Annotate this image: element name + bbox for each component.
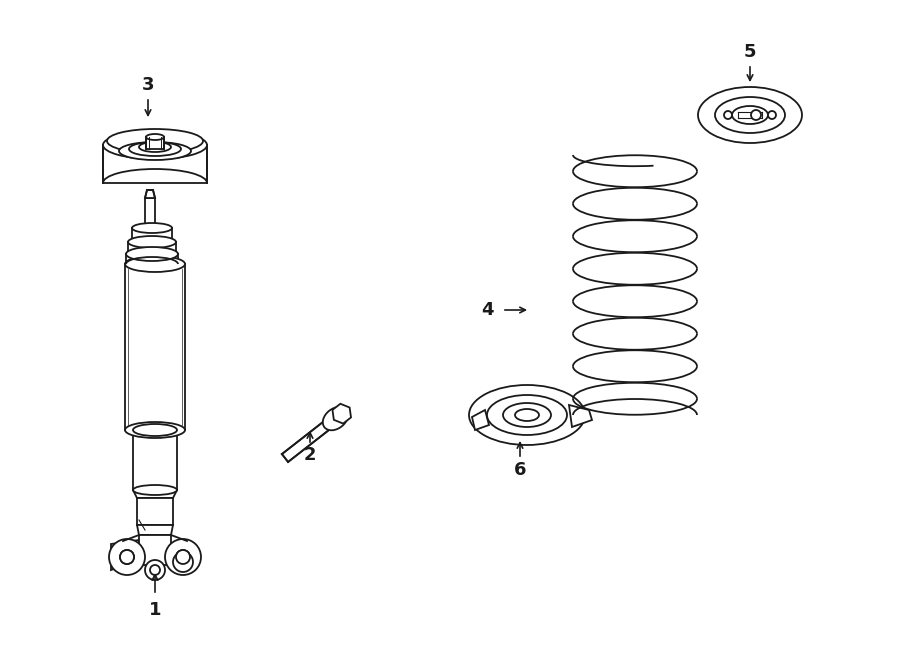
Ellipse shape <box>698 87 802 143</box>
Bar <box>128 242 176 254</box>
Bar <box>132 228 172 242</box>
Bar <box>139 535 171 565</box>
Circle shape <box>173 552 193 572</box>
Circle shape <box>109 539 145 575</box>
Circle shape <box>145 560 165 580</box>
Ellipse shape <box>469 385 585 445</box>
Ellipse shape <box>503 403 551 427</box>
Polygon shape <box>111 540 139 570</box>
Circle shape <box>176 550 190 564</box>
Bar <box>103 145 207 183</box>
Bar <box>145 198 155 228</box>
Ellipse shape <box>129 142 181 156</box>
Ellipse shape <box>119 142 191 160</box>
Polygon shape <box>133 490 177 498</box>
Bar <box>125 264 185 430</box>
Circle shape <box>751 110 761 120</box>
Polygon shape <box>137 525 173 535</box>
Circle shape <box>120 550 134 564</box>
Bar <box>133 430 177 490</box>
Ellipse shape <box>128 236 176 248</box>
Ellipse shape <box>487 395 567 435</box>
Ellipse shape <box>125 256 185 272</box>
Ellipse shape <box>107 129 203 153</box>
Bar <box>137 498 173 525</box>
Ellipse shape <box>146 134 164 140</box>
Ellipse shape <box>139 142 171 152</box>
Polygon shape <box>282 412 342 462</box>
Ellipse shape <box>323 407 348 430</box>
Ellipse shape <box>133 424 177 436</box>
Polygon shape <box>472 410 489 430</box>
Ellipse shape <box>126 247 178 261</box>
Polygon shape <box>569 405 592 427</box>
Ellipse shape <box>103 131 207 159</box>
Ellipse shape <box>133 485 177 495</box>
Ellipse shape <box>132 223 172 233</box>
Text: 6: 6 <box>514 461 526 479</box>
Circle shape <box>176 550 190 564</box>
Polygon shape <box>332 404 351 424</box>
Ellipse shape <box>125 422 185 438</box>
Text: 4: 4 <box>481 301 493 319</box>
Bar <box>126 254 178 264</box>
Text: 5: 5 <box>743 43 756 61</box>
Text: 3: 3 <box>142 76 154 94</box>
Circle shape <box>150 565 160 575</box>
Circle shape <box>165 539 201 575</box>
Circle shape <box>724 111 732 119</box>
Polygon shape <box>145 190 155 198</box>
Ellipse shape <box>715 97 785 133</box>
Text: 1: 1 <box>148 601 161 619</box>
Bar <box>146 137 164 149</box>
Circle shape <box>120 550 134 564</box>
Text: 2: 2 <box>304 446 316 464</box>
Circle shape <box>768 111 776 119</box>
Ellipse shape <box>515 409 539 421</box>
Ellipse shape <box>732 106 768 124</box>
